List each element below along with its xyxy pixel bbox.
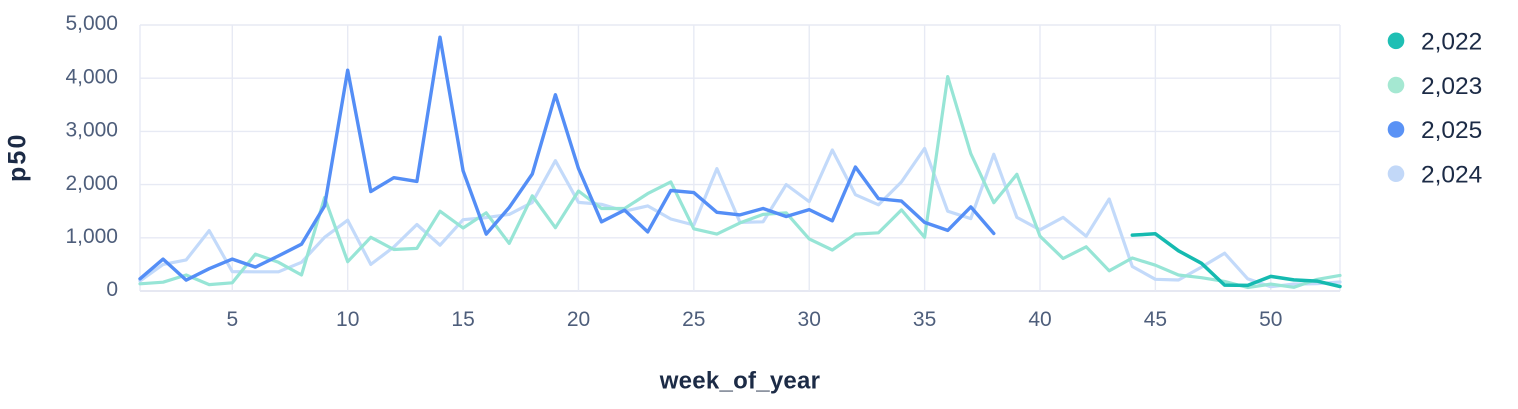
svg-text:5: 5 — [226, 308, 238, 331]
svg-text:2,024: 2,024 — [1421, 161, 1482, 188]
svg-text:2,025: 2,025 — [1421, 117, 1482, 144]
svg-text:50: 50 — [1259, 308, 1282, 331]
svg-text:10: 10 — [336, 308, 359, 331]
svg-text:2,022: 2,022 — [1421, 29, 1482, 56]
svg-text:30: 30 — [798, 308, 821, 331]
svg-text:p50: p50 — [4, 132, 32, 182]
svg-text:40: 40 — [1028, 308, 1051, 331]
svg-text:week_of_year: week_of_year — [659, 368, 820, 395]
svg-text:2,000: 2,000 — [65, 172, 118, 195]
svg-text:20: 20 — [567, 308, 590, 331]
svg-text:25: 25 — [682, 308, 705, 331]
svg-text:3,000: 3,000 — [65, 119, 118, 142]
svg-text:4,000: 4,000 — [65, 65, 118, 88]
svg-text:1,000: 1,000 — [65, 225, 118, 248]
svg-text:5,000: 5,000 — [65, 12, 118, 35]
svg-text:2,023: 2,023 — [1421, 73, 1482, 100]
svg-text:0: 0 — [106, 278, 118, 301]
svg-text:45: 45 — [1144, 308, 1167, 331]
svg-text:15: 15 — [451, 308, 474, 331]
svg-text:35: 35 — [913, 308, 936, 331]
